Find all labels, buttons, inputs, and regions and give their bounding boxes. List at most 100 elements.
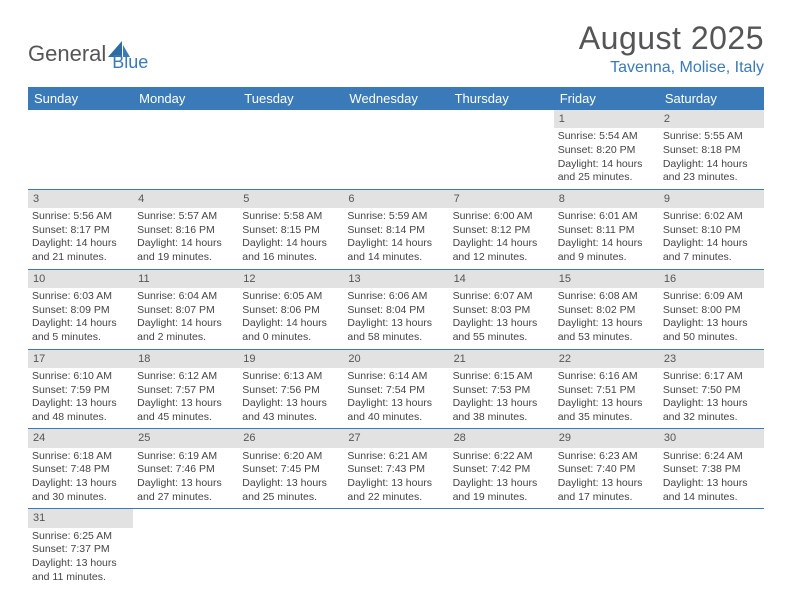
calendar-cell: 26Sunrise: 6:20 AMSunset: 7:45 PMDayligh… xyxy=(238,429,343,509)
calendar-cell xyxy=(238,110,343,189)
daylight: Daylight: 13 hours and 11 minutes. xyxy=(32,557,129,584)
calendar-body: 1Sunrise: 5:54 AMSunset: 8:20 PMDaylight… xyxy=(28,110,764,588)
day-body: Sunrise: 6:04 AMSunset: 8:07 PMDaylight:… xyxy=(133,288,238,349)
day-body: Sunrise: 5:56 AMSunset: 8:17 PMDaylight:… xyxy=(28,208,133,269)
day-number: 12 xyxy=(238,270,343,288)
day-number: 21 xyxy=(449,350,554,368)
day-body: Sunrise: 5:54 AMSunset: 8:20 PMDaylight:… xyxy=(554,128,659,189)
calendar-cell: 5Sunrise: 5:58 AMSunset: 8:15 PMDaylight… xyxy=(238,189,343,269)
day-body: Sunrise: 6:13 AMSunset: 7:56 PMDaylight:… xyxy=(238,368,343,429)
day-body: Sunrise: 5:58 AMSunset: 8:15 PMDaylight:… xyxy=(238,208,343,269)
sunset: Sunset: 8:14 PM xyxy=(347,224,444,238)
calendar-cell: 12Sunrise: 6:05 AMSunset: 8:06 PMDayligh… xyxy=(238,269,343,349)
sunrise: Sunrise: 6:02 AM xyxy=(663,210,760,224)
day-body: Sunrise: 5:55 AMSunset: 8:18 PMDaylight:… xyxy=(659,128,764,189)
calendar-cell: 3Sunrise: 5:56 AMSunset: 8:17 PMDaylight… xyxy=(28,189,133,269)
calendar-cell: 18Sunrise: 6:12 AMSunset: 7:57 PMDayligh… xyxy=(133,349,238,429)
sunset: Sunset: 8:12 PM xyxy=(453,224,550,238)
day-body: Sunrise: 6:16 AMSunset: 7:51 PMDaylight:… xyxy=(554,368,659,429)
daylight: Daylight: 14 hours and 19 minutes. xyxy=(137,237,234,264)
sunset: Sunset: 8:18 PM xyxy=(663,144,760,158)
day-number: 8 xyxy=(554,190,659,208)
day-number: 22 xyxy=(554,350,659,368)
calendar-cell xyxy=(554,509,659,588)
daylight: Daylight: 14 hours and 12 minutes. xyxy=(453,237,550,264)
calendar-cell: 8Sunrise: 6:01 AMSunset: 8:11 PMDaylight… xyxy=(554,189,659,269)
daylight: Daylight: 14 hours and 0 minutes. xyxy=(242,317,339,344)
sunrise: Sunrise: 6:18 AM xyxy=(32,450,129,464)
sunset: Sunset: 8:15 PM xyxy=(242,224,339,238)
sunset: Sunset: 7:56 PM xyxy=(242,384,339,398)
sunrise: Sunrise: 6:08 AM xyxy=(558,290,655,304)
logo-text-2: Blue xyxy=(112,52,148,73)
daylight: Daylight: 14 hours and 16 minutes. xyxy=(242,237,339,264)
day-body: Sunrise: 6:02 AMSunset: 8:10 PMDaylight:… xyxy=(659,208,764,269)
calendar-cell: 4Sunrise: 5:57 AMSunset: 8:16 PMDaylight… xyxy=(133,189,238,269)
daylight: Daylight: 13 hours and 17 minutes. xyxy=(558,477,655,504)
calendar-cell: 6Sunrise: 5:59 AMSunset: 8:14 PMDaylight… xyxy=(343,189,448,269)
day-body: Sunrise: 5:59 AMSunset: 8:14 PMDaylight:… xyxy=(343,208,448,269)
day-number: 19 xyxy=(238,350,343,368)
daylight: Daylight: 13 hours and 40 minutes. xyxy=(347,397,444,424)
day-body: Sunrise: 6:01 AMSunset: 8:11 PMDaylight:… xyxy=(554,208,659,269)
sunrise: Sunrise: 6:25 AM xyxy=(32,530,129,544)
calendar-cell: 20Sunrise: 6:14 AMSunset: 7:54 PMDayligh… xyxy=(343,349,448,429)
day-body: Sunrise: 6:24 AMSunset: 7:38 PMDaylight:… xyxy=(659,448,764,509)
daylight: Daylight: 14 hours and 5 minutes. xyxy=(32,317,129,344)
weekday-header: Thursday xyxy=(449,87,554,110)
day-number: 13 xyxy=(343,270,448,288)
daylight: Daylight: 14 hours and 9 minutes. xyxy=(558,237,655,264)
sunset: Sunset: 8:00 PM xyxy=(663,304,760,318)
calendar-cell: 17Sunrise: 6:10 AMSunset: 7:59 PMDayligh… xyxy=(28,349,133,429)
calendar-cell: 13Sunrise: 6:06 AMSunset: 8:04 PMDayligh… xyxy=(343,269,448,349)
sunrise: Sunrise: 5:54 AM xyxy=(558,130,655,144)
day-body: Sunrise: 6:14 AMSunset: 7:54 PMDaylight:… xyxy=(343,368,448,429)
page-title: August 2025 xyxy=(579,20,764,57)
sunrise: Sunrise: 6:00 AM xyxy=(453,210,550,224)
day-body: Sunrise: 6:21 AMSunset: 7:43 PMDaylight:… xyxy=(343,448,448,509)
day-body: Sunrise: 6:05 AMSunset: 8:06 PMDaylight:… xyxy=(238,288,343,349)
sunset: Sunset: 7:42 PM xyxy=(453,463,550,477)
weekday-header: Tuesday xyxy=(238,87,343,110)
calendar-cell xyxy=(449,509,554,588)
calendar-cell: 29Sunrise: 6:23 AMSunset: 7:40 PMDayligh… xyxy=(554,429,659,509)
day-body: Sunrise: 6:09 AMSunset: 8:00 PMDaylight:… xyxy=(659,288,764,349)
day-number: 3 xyxy=(28,190,133,208)
sunset: Sunset: 7:37 PM xyxy=(32,543,129,557)
calendar-cell xyxy=(133,509,238,588)
calendar-cell: 21Sunrise: 6:15 AMSunset: 7:53 PMDayligh… xyxy=(449,349,554,429)
sunrise: Sunrise: 5:57 AM xyxy=(137,210,234,224)
sunset: Sunset: 8:06 PM xyxy=(242,304,339,318)
calendar-cell: 23Sunrise: 6:17 AMSunset: 7:50 PMDayligh… xyxy=(659,349,764,429)
sunset: Sunset: 7:48 PM xyxy=(32,463,129,477)
sunrise: Sunrise: 6:10 AM xyxy=(32,370,129,384)
day-body: Sunrise: 6:15 AMSunset: 7:53 PMDaylight:… xyxy=(449,368,554,429)
day-number: 7 xyxy=(449,190,554,208)
day-body: Sunrise: 6:08 AMSunset: 8:02 PMDaylight:… xyxy=(554,288,659,349)
daylight: Daylight: 13 hours and 30 minutes. xyxy=(32,477,129,504)
location: Tavenna, Molise, Italy xyxy=(579,59,764,77)
sunset: Sunset: 8:11 PM xyxy=(558,224,655,238)
sunrise: Sunrise: 6:17 AM xyxy=(663,370,760,384)
day-number: 6 xyxy=(343,190,448,208)
sunset: Sunset: 7:57 PM xyxy=(137,384,234,398)
daylight: Daylight: 14 hours and 14 minutes. xyxy=(347,237,444,264)
calendar-cell: 22Sunrise: 6:16 AMSunset: 7:51 PMDayligh… xyxy=(554,349,659,429)
day-body: Sunrise: 6:07 AMSunset: 8:03 PMDaylight:… xyxy=(449,288,554,349)
day-number: 10 xyxy=(28,270,133,288)
calendar-cell: 27Sunrise: 6:21 AMSunset: 7:43 PMDayligh… xyxy=(343,429,448,509)
sunset: Sunset: 7:59 PM xyxy=(32,384,129,398)
day-number: 20 xyxy=(343,350,448,368)
sunrise: Sunrise: 5:58 AM xyxy=(242,210,339,224)
day-body: Sunrise: 6:03 AMSunset: 8:09 PMDaylight:… xyxy=(28,288,133,349)
sunset: Sunset: 8:03 PM xyxy=(453,304,550,318)
daylight: Daylight: 14 hours and 25 minutes. xyxy=(558,158,655,185)
sunrise: Sunrise: 6:24 AM xyxy=(663,450,760,464)
calendar-head: SundayMondayTuesdayWednesdayThursdayFrid… xyxy=(28,87,764,110)
daylight: Daylight: 13 hours and 53 minutes. xyxy=(558,317,655,344)
daylight: Daylight: 14 hours and 23 minutes. xyxy=(663,158,760,185)
day-number: 28 xyxy=(449,429,554,447)
sunset: Sunset: 8:20 PM xyxy=(558,144,655,158)
calendar-row: 10Sunrise: 6:03 AMSunset: 8:09 PMDayligh… xyxy=(28,269,764,349)
day-number: 5 xyxy=(238,190,343,208)
